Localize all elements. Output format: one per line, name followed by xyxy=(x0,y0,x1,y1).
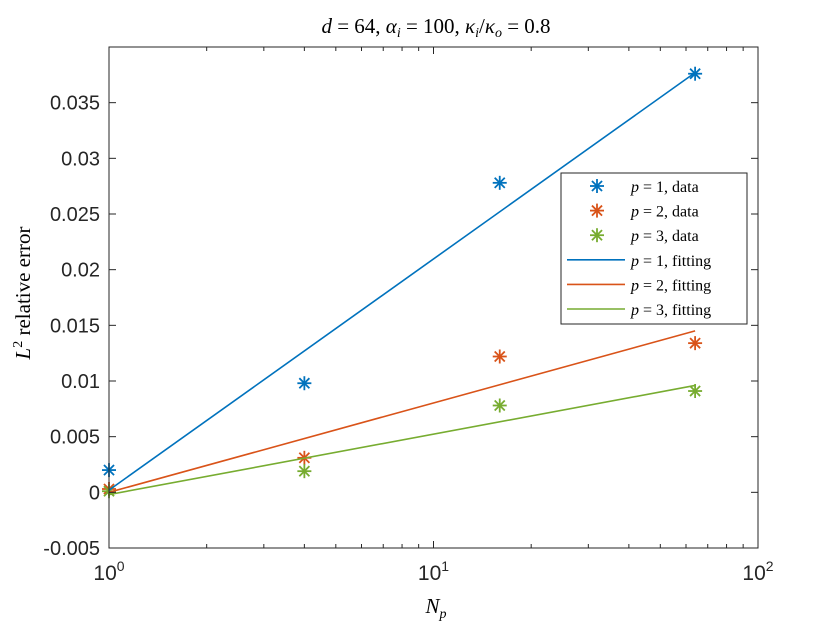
legend-marker-p1 xyxy=(590,179,604,193)
legend-entry-label: p = 2, data xyxy=(630,204,699,221)
y-axis-label: L2 relative error xyxy=(11,227,35,361)
data-point-p2 xyxy=(688,336,703,351)
y-tick-label: 0.005 xyxy=(50,427,100,449)
legend-marker-p3 xyxy=(590,228,604,243)
x-tick-label: 101 xyxy=(418,558,449,585)
x-tick-label: 100 xyxy=(93,558,124,585)
data-point-p1 xyxy=(688,66,703,81)
axes: -0.005 0 0.005 0.01 0.015 0.02 0.025 0.03 0.035 1… xyxy=(43,46,774,585)
data-point-p3 xyxy=(688,384,703,399)
y-tick-label: 0 xyxy=(89,482,100,504)
legend-entry-label: p = 3, fitting xyxy=(630,302,711,319)
data-point-p3 xyxy=(297,464,312,479)
legend: p = 1, data p = 2, data p = 3, data p = 1, … xyxy=(560,172,748,325)
data-point-p2 xyxy=(492,349,507,364)
legend-box xyxy=(560,172,748,325)
y-tick-label: 0.015 xyxy=(50,315,100,337)
x-tick-label: 102 xyxy=(742,558,773,585)
legend-marker-p2 xyxy=(590,203,604,218)
fit-line-p2 xyxy=(108,330,696,494)
fit-line-p3 xyxy=(108,384,696,496)
data-point-p1 xyxy=(297,376,312,391)
chart-title: d = 64, αi = 100, κi/κo = 0.8 xyxy=(321,14,550,41)
fit-line-p1 xyxy=(108,71,696,491)
y-tick-label: -0.005 xyxy=(43,538,100,560)
y-tick-label: 0.02 xyxy=(61,260,100,282)
y-tick-label: 0.01 xyxy=(61,371,100,393)
x-axis-label: Np xyxy=(424,594,446,622)
data-point-p1 xyxy=(492,175,507,190)
y-tick-label: 0.025 xyxy=(50,204,100,226)
legend-entry-label: p = 3, data xyxy=(630,228,699,245)
y-tick-label: 0.03 xyxy=(61,148,100,170)
legend-entry-label: p = 2, fitting xyxy=(630,277,711,294)
legend-entry-label: p = 1, data xyxy=(630,179,699,196)
legend-entry-label: p = 1, fitting xyxy=(630,253,711,270)
data-point-p3 xyxy=(492,398,507,413)
y-tick-label: 0.035 xyxy=(50,93,100,115)
